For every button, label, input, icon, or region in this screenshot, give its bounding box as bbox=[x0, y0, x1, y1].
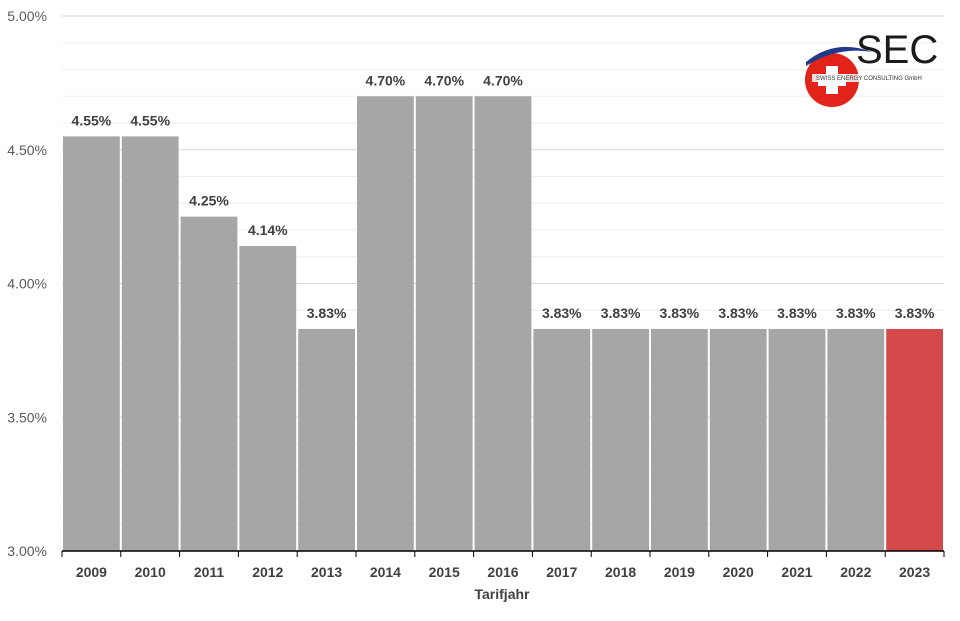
bar-2020 bbox=[709, 328, 767, 551]
x-tick-label: 2013 bbox=[311, 564, 342, 580]
data-label-2021: 3.83% bbox=[777, 305, 817, 321]
x-tick-label: 2019 bbox=[664, 564, 695, 580]
bar-2022 bbox=[827, 328, 885, 551]
x-tick-label: 2015 bbox=[429, 564, 460, 580]
data-label-2012: 4.14% bbox=[248, 222, 288, 238]
bar-2009 bbox=[63, 136, 120, 551]
x-tick-label: 2023 bbox=[899, 564, 930, 580]
data-label-2015: 4.70% bbox=[424, 72, 464, 88]
x-tick-label: 2017 bbox=[546, 564, 577, 580]
bar-2016 bbox=[474, 96, 532, 551]
y-tick-label: 4.00% bbox=[7, 276, 47, 292]
y-tick-label: 3.50% bbox=[7, 409, 47, 425]
data-labels: 4.55% 4.55% 4.25% 4.14% 3.83% 4.70% 4.70% 4.70%… bbox=[72, 72, 935, 321]
x-tick-label: 2020 bbox=[723, 564, 754, 580]
data-label-2016: 4.70% bbox=[483, 72, 523, 88]
bars bbox=[63, 96, 943, 552]
bar-2012 bbox=[239, 246, 297, 552]
bar-2018 bbox=[592, 328, 649, 551]
sec-logo: SEC SWISS ENERGY CONSULTING GmbH bbox=[805, 28, 938, 107]
x-tick-label: 2011 bbox=[194, 564, 225, 580]
x-tick-label: 2018 bbox=[605, 564, 636, 580]
y-axis: 3.00% 3.50% 4.00% 4.50% 5.00% bbox=[7, 8, 47, 559]
data-label-2011: 4.25% bbox=[189, 193, 229, 209]
data-label-2019: 3.83% bbox=[660, 305, 700, 321]
x-tick-label: 2014 bbox=[370, 564, 401, 580]
data-label-2014: 4.70% bbox=[366, 72, 406, 88]
x-tick-label: 2022 bbox=[840, 564, 871, 580]
data-label-2020: 3.83% bbox=[718, 305, 758, 321]
bar-2014 bbox=[357, 96, 414, 551]
data-label-2023: 3.83% bbox=[895, 305, 935, 321]
y-tick-label: 3.00% bbox=[7, 543, 47, 559]
x-tick-label: 2016 bbox=[487, 564, 518, 580]
y-tick-label: 4.50% bbox=[7, 142, 47, 158]
bar-2019 bbox=[651, 328, 708, 551]
bar-2010 bbox=[121, 136, 179, 551]
bar-2017 bbox=[533, 328, 591, 551]
bar-2015 bbox=[415, 96, 473, 551]
x-axis-title: Tarifjahr bbox=[475, 586, 531, 602]
logo-subtitle-band bbox=[812, 74, 922, 82]
logo-swoosh bbox=[806, 46, 872, 66]
y-tick-label: 5.00% bbox=[7, 8, 47, 24]
bar-2023 bbox=[886, 328, 943, 551]
x-tick-label: 2012 bbox=[252, 564, 283, 580]
x-tick-label: 2021 bbox=[781, 564, 812, 580]
bar-2011 bbox=[180, 216, 238, 551]
data-label-2022: 3.83% bbox=[836, 305, 876, 321]
x-tick-label: 2009 bbox=[76, 564, 107, 580]
x-axis: 2009 2010 2011 2012 2013 2014 2015 2016 2017 2018… bbox=[61, 550, 945, 580]
data-label-2017: 3.83% bbox=[542, 305, 582, 321]
data-label-2010: 4.55% bbox=[130, 112, 170, 128]
logo-text: SEC bbox=[856, 28, 938, 72]
bar-2021 bbox=[768, 328, 826, 551]
bar-2013 bbox=[298, 328, 355, 551]
logo-subtitle: SWISS ENERGY CONSULTING GmbH bbox=[816, 76, 922, 82]
data-label-2009: 4.55% bbox=[72, 112, 112, 128]
x-tick-label: 2010 bbox=[135, 564, 166, 580]
data-label-2013: 3.83% bbox=[307, 305, 347, 321]
data-label-2018: 3.83% bbox=[601, 305, 641, 321]
